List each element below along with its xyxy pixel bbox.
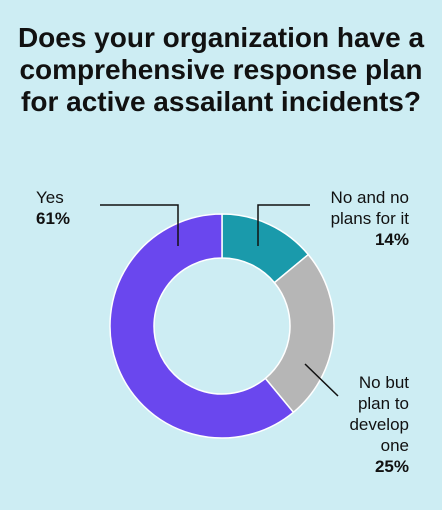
category-label: Yes <box>36 188 64 207</box>
leader-line <box>100 204 179 246</box>
value-label: 25% <box>374 457 409 476</box>
slice-label: No and no plans for it 14% <box>313 187 409 250</box>
value-label: 14% <box>374 230 409 249</box>
chart-title: Does your organization have a comprehens… <box>17 22 425 117</box>
category-label: No and no plans for it <box>330 188 409 228</box>
slice-label: Yes 61% <box>36 187 106 229</box>
donut-slice <box>109 213 295 439</box>
leader-line <box>257 204 310 246</box>
leader-line <box>304 363 339 397</box>
category-label: No but plan to develop one <box>349 373 409 455</box>
slice-label: No but plan to develop one 25% <box>339 372 409 477</box>
value-label: 61% <box>36 209 71 228</box>
